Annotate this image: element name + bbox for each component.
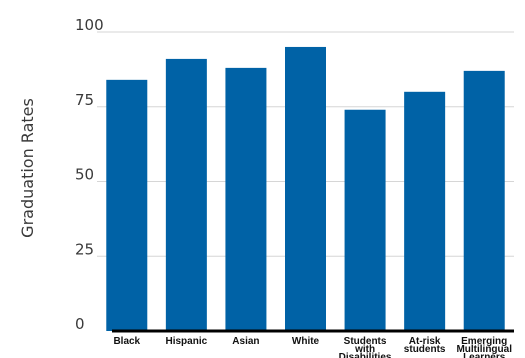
bar-white <box>285 46 326 331</box>
y-tick-label-100: 100 <box>75 16 104 34</box>
x-tick-label-asian: Asian <box>232 336 259 347</box>
x-tick-label-emerging-multilingual-learners: Emerging Multilingual Learners <box>456 336 512 358</box>
x-tick-label-black: Black <box>113 336 140 347</box>
bar-hispanic <box>165 58 207 331</box>
y-tick-labels: 0 25 50 75 100 <box>75 16 104 333</box>
bar-at-risk-students <box>404 91 446 331</box>
y-tick-label-50: 50 <box>75 166 94 184</box>
x-tick-labels: Black Hispanic Asian White Students with Disab… <box>113 336 512 358</box>
x-tick-label-hispanic: Hispanic <box>166 336 208 347</box>
x-tick-label-students-with-disabilities: Students with Disabilities <box>339 336 392 358</box>
y-tick-label-75: 75 <box>75 91 94 109</box>
y-tick-label-25: 25 <box>75 240 94 258</box>
x-tick-label-white: White <box>292 336 320 347</box>
bar-students-with-disabilities <box>344 109 386 332</box>
y-tick-label-0: 0 <box>75 315 85 333</box>
bar-emerging-multilingual-learners <box>463 70 505 332</box>
bar-asian <box>225 67 267 331</box>
bar-layer <box>106 46 505 332</box>
y-axis-label: Graduation Rates <box>18 98 37 238</box>
bar-black <box>106 79 148 331</box>
x-tick-label-at-risk-students: At-risk students <box>404 336 446 355</box>
